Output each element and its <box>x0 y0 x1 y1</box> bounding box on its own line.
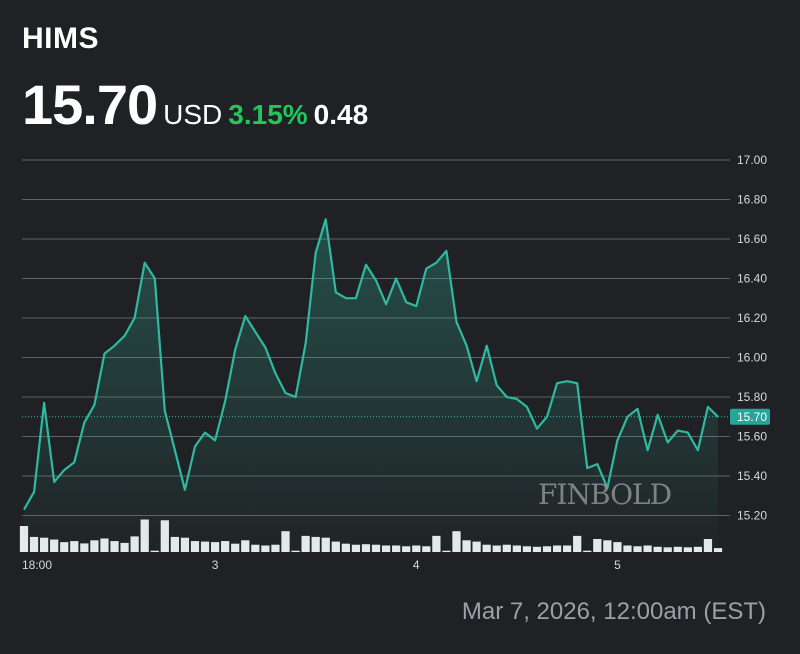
timestamp: Mar 7, 2026, 12:00am (EST) <box>461 598 766 625</box>
last-price-label: 15.70 <box>737 410 767 424</box>
change-absolute: 0.48 <box>313 99 369 130</box>
finbold-watermark: FINBOLD <box>538 478 671 511</box>
currency-label: USD <box>163 99 223 130</box>
last-price-badge-bg <box>730 408 770 425</box>
y-tick-label: 16.20 <box>737 311 767 325</box>
y-tick-label: 15.40 <box>737 469 767 483</box>
x-axis: 18:0034567 <box>22 558 621 572</box>
price-area <box>24 219 718 553</box>
x-tick-label: 18:00 <box>22 558 52 572</box>
price-line <box>23 218 719 511</box>
x-tick-label: 4 <box>413 558 420 572</box>
price-row: 15.70 USD 3.15% 0.48 <box>22 72 368 137</box>
y-tick-label: 16.60 <box>737 232 767 246</box>
change-percent: 3.15% <box>228 99 308 130</box>
x-tick-label: 5 <box>614 558 621 572</box>
y-tick-label: 15.80 <box>737 390 767 404</box>
y-axis: 17.00 16.80 16.60 16.40 16.20 16.00 15.80 15.60… <box>737 153 767 523</box>
y-tick-label: 16.00 <box>737 351 767 365</box>
y-tick-label: 15.20 <box>737 509 767 523</box>
y-tick-label: 16.80 <box>737 193 767 207</box>
y-tick-label: 15.60 <box>737 430 767 444</box>
current-price: 15.70 <box>22 73 158 136</box>
y-tick-label: 16.40 <box>737 272 767 286</box>
x-tick-label: 3 <box>212 558 219 572</box>
y-tick-label: 17.00 <box>737 153 767 167</box>
last-price-badge: 15.70 <box>730 408 770 425</box>
ticker-symbol: HIMS <box>22 22 99 55</box>
